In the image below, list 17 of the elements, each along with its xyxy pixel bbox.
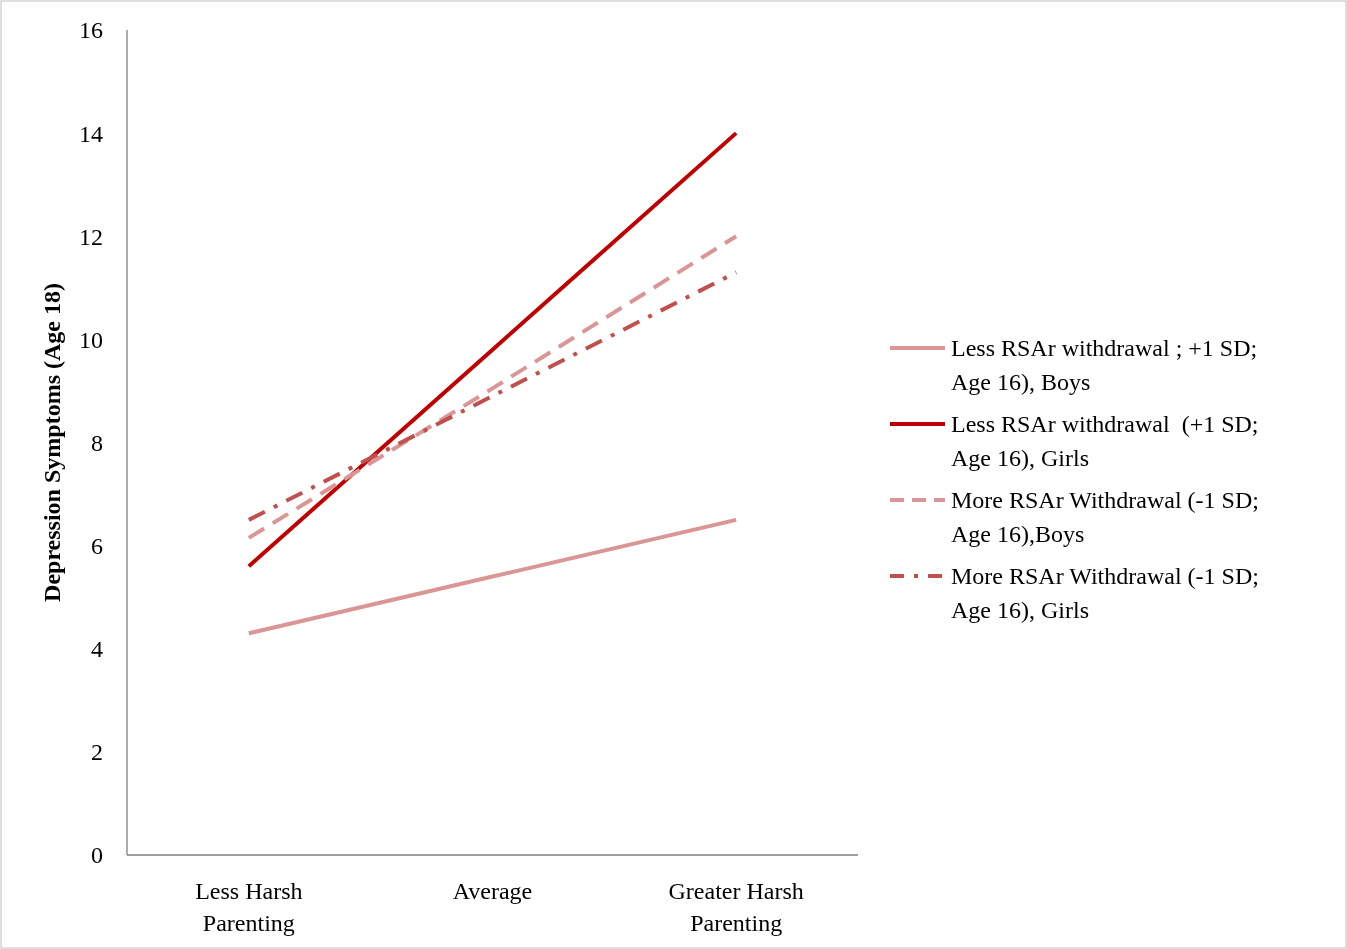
legend-label: More RSAr Withdrawal (-1 SD; Age 16),Boys xyxy=(951,487,1259,547)
y-tick-label: 16 xyxy=(79,17,103,44)
legend-label: Less RSAr withdrawal ; +1 SD; Age 16), Boys xyxy=(951,335,1258,395)
legend-label: More RSAr Withdrawal (-1 SD; Age 16), Girls xyxy=(951,563,1259,623)
y-tick-label: 6 xyxy=(91,533,103,560)
y-tick-label: 10 xyxy=(79,326,103,353)
y-axis-title: Depression Symptoms (Age 18) xyxy=(39,283,65,602)
legend-label: Less RSAr withdrawal (+1 SD; Age 16), Girls xyxy=(951,411,1259,471)
y-tick-label: 4 xyxy=(91,636,103,663)
x-tick-label: Greater Harsh Parenting xyxy=(668,878,804,936)
x-tick-label: Average xyxy=(452,878,533,904)
y-tick-label: 14 xyxy=(79,120,103,147)
y-tick-label: 0 xyxy=(91,842,103,869)
x-tick-label: Less Harsh Parenting xyxy=(195,878,303,936)
y-tick-label: 2 xyxy=(91,739,103,766)
y-tick-label: 12 xyxy=(79,223,103,250)
y-tick-label: 8 xyxy=(91,429,103,456)
